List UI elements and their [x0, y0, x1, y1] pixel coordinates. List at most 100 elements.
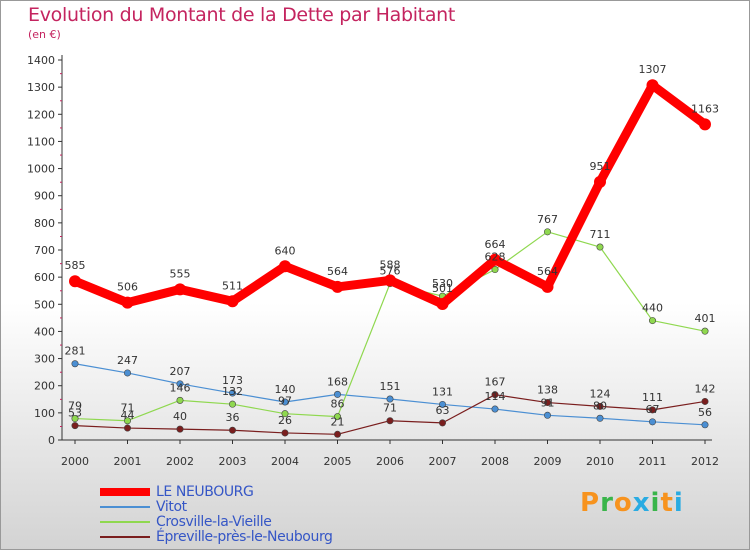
data-label-le-neubourg: 585 — [65, 259, 86, 272]
data-point-vitot — [596, 414, 604, 422]
x-tick-label: 2011 — [639, 455, 667, 468]
data-label-le-neubourg: 588 — [380, 258, 401, 271]
data-point-crosville-la-vieille — [701, 327, 709, 335]
data-label-vitot: 67 — [646, 403, 660, 416]
y-tick-label: 700 — [34, 244, 55, 257]
data-point-crosville-la-vieille — [596, 243, 604, 251]
y-tick-label: 600 — [34, 271, 55, 284]
legend-item-epreville: Épreville-près-le-Neubourg — [100, 529, 420, 545]
data-label-crosville-la-vieille: 628 — [485, 251, 506, 264]
data-point-epreville-pres-le-neubourg — [386, 417, 394, 425]
chart-title: Evolution du Montant de la Dette par Hab… — [28, 4, 456, 26]
data-label-vitot: 114 — [485, 390, 506, 403]
data-label-vitot: 140 — [275, 383, 296, 396]
x-tick-label: 2006 — [376, 455, 404, 468]
data-label-vitot: 91 — [541, 396, 555, 409]
legend-swatch-crosville — [100, 521, 150, 523]
y-tick-label: 100 — [34, 407, 55, 420]
legend-swatch-le-neubourg — [100, 488, 150, 496]
logo-letter: P — [580, 488, 601, 518]
data-label-le-neubourg: 555 — [170, 267, 191, 280]
legend-label-crosville: Crosville-la-Vieille — [156, 514, 272, 530]
data-label-epreville-pres-le-neubourg: 71 — [383, 402, 397, 415]
logo-letter: i — [673, 488, 684, 518]
data-point-epreville-pres-le-neubourg — [229, 426, 237, 434]
chart-unit: (en €) — [28, 28, 61, 41]
data-point-crosville-la-vieille — [124, 417, 132, 425]
x-tick-label: 2012 — [691, 455, 719, 468]
data-label-epreville-pres-le-neubourg: 36 — [226, 411, 240, 424]
data-point-epreville-pres-le-neubourg — [543, 399, 551, 407]
data-label-epreville-pres-le-neubourg: 167 — [485, 376, 506, 389]
data-point-vitot — [71, 360, 79, 368]
data-point-le-neubourg — [331, 280, 344, 293]
data-label-epreville-pres-le-neubourg: 63 — [436, 404, 450, 417]
data-point-crosville-la-vieille — [333, 413, 341, 421]
legend-item-crosville: Crosville-la-Vieille — [100, 514, 420, 530]
data-label-le-neubourg: 501 — [432, 282, 453, 295]
y-tick-label: 200 — [34, 380, 55, 393]
data-point-epreville-pres-le-neubourg — [491, 391, 499, 399]
data-label-le-neubourg: 1163 — [691, 102, 719, 115]
data-label-vitot: 247 — [117, 354, 138, 367]
data-point-le-neubourg — [384, 274, 396, 287]
x-tick-label: 2000 — [61, 455, 89, 468]
data-label-epreville-pres-le-neubourg: 26 — [278, 414, 292, 427]
legend-item-le-neubourg: LE NEUBOURG — [100, 484, 420, 500]
data-point-crosville-la-vieille — [281, 410, 289, 418]
data-label-vitot: 80 — [593, 399, 607, 412]
y-tick-label: 800 — [34, 217, 55, 230]
data-label-vitot: 56 — [698, 406, 712, 419]
data-label-epreville-pres-le-neubourg: 44 — [121, 409, 135, 422]
data-point-vitot — [229, 389, 237, 397]
data-label-vitot: 207 — [170, 365, 191, 378]
x-tick-label: 2005 — [324, 455, 352, 468]
data-label-le-neubourg: 1307 — [639, 63, 667, 76]
data-label-crosville-la-vieille: 71 — [121, 402, 135, 415]
data-label-crosville-la-vieille: 79 — [68, 400, 82, 413]
data-point-epreville-pres-le-neubourg — [648, 406, 656, 414]
data-point-crosville-la-vieille — [648, 317, 656, 325]
logo-letter: o — [613, 488, 633, 518]
data-point-epreville-pres-le-neubourg — [438, 419, 446, 427]
logo-letter: t — [660, 488, 674, 518]
x-tick-label: 2004 — [271, 455, 299, 468]
data-label-epreville-pres-le-neubourg: 111 — [642, 391, 663, 404]
data-point-crosville-la-vieille — [71, 415, 79, 423]
x-tick-label: 2010 — [586, 455, 614, 468]
data-label-le-neubourg: 506 — [117, 281, 138, 294]
data-point-vitot — [333, 390, 341, 398]
data-point-le-neubourg — [594, 175, 606, 188]
data-label-crosville-la-vieille: 576 — [380, 265, 401, 278]
y-tick-label: 1400 — [27, 54, 55, 67]
data-point-crosville-la-vieille — [543, 228, 551, 236]
data-point-le-neubourg — [174, 283, 186, 296]
data-label-crosville-la-vieille: 401 — [695, 312, 716, 325]
data-label-le-neubourg: 511 — [222, 279, 243, 292]
data-label-vitot: 168 — [327, 375, 348, 388]
data-label-epreville-pres-le-neubourg: 138 — [537, 384, 558, 397]
data-label-le-neubourg: 564 — [537, 265, 558, 278]
y-tick-label: 1200 — [27, 108, 55, 121]
data-label-crosville-la-vieille: 146 — [170, 381, 191, 394]
data-label-vitot: 281 — [65, 345, 86, 358]
legend-label-epreville: Épreville-près-le-Neubourg — [156, 529, 333, 545]
data-point-crosville-la-vieille — [491, 266, 499, 274]
data-point-epreville-pres-le-neubourg — [281, 429, 289, 437]
data-label-crosville-la-vieille: 530 — [432, 277, 453, 290]
data-point-vitot — [491, 405, 499, 413]
x-tick-label: 2001 — [114, 455, 142, 468]
data-label-epreville-pres-le-neubourg: 53 — [68, 407, 82, 420]
data-point-epreville-pres-le-neubourg — [176, 425, 184, 433]
y-tick-label: 1100 — [27, 135, 55, 148]
data-label-crosville-la-vieille: 711 — [590, 228, 611, 241]
x-tick-label: 2003 — [219, 455, 247, 468]
data-label-crosville-la-vieille: 132 — [222, 385, 243, 398]
legend-label-le-neubourg: LE NEUBOURG — [156, 484, 254, 500]
y-tick-label: 1300 — [27, 81, 55, 94]
data-label-epreville-pres-le-neubourg: 40 — [173, 410, 187, 423]
data-label-crosville-la-vieille: 767 — [537, 213, 558, 226]
data-point-epreville-pres-le-neubourg — [71, 422, 79, 430]
data-point-epreville-pres-le-neubourg — [596, 402, 604, 410]
